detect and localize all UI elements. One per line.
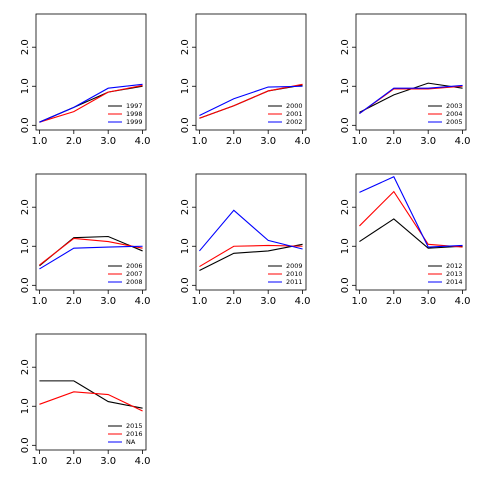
x-tick-label: 1.0 <box>31 456 47 467</box>
y-tick-label: 2.0 <box>20 199 31 215</box>
series-line <box>359 218 463 249</box>
x-tick-label: 3.0 <box>100 456 116 467</box>
plot-frame <box>195 13 307 131</box>
series-line <box>39 380 143 409</box>
x-tick-label: 4.0 <box>135 296 151 307</box>
plot-frame <box>195 173 307 291</box>
series-line <box>39 84 143 123</box>
plot-frame <box>355 173 467 291</box>
legend-label: 2004 <box>446 110 463 118</box>
y-tick-label: 2.0 <box>20 359 31 375</box>
x-tick-label: 4.0 <box>295 296 311 307</box>
legend-label: 2001 <box>286 110 303 118</box>
x-tick-label: 2.0 <box>226 136 242 147</box>
y-tick-label: 2.0 <box>180 199 191 215</box>
y-tick-label: 2.0 <box>20 39 31 55</box>
x-tick-label: 4.0 <box>455 296 471 307</box>
series-line <box>199 85 303 117</box>
legend-label: 2003 <box>446 102 463 110</box>
y-tick-label: 1.0 <box>20 398 31 414</box>
legend-label: 2013 <box>446 270 463 278</box>
x-tick-label: 2.0 <box>226 296 242 307</box>
legend-label: 2006 <box>126 262 143 270</box>
legend-label: NA <box>126 438 136 446</box>
legend-label: 2008 <box>126 278 143 286</box>
y-tick-label: 1.0 <box>180 238 191 254</box>
series-line <box>39 83 143 123</box>
series-line <box>359 84 463 115</box>
y-tick-label: 2.0 <box>340 199 351 215</box>
y-tick-label: 2.0 <box>340 39 351 55</box>
y-tick-label: 0.0 <box>340 277 351 293</box>
legend-label: 2014 <box>446 278 463 286</box>
y-tick-label: 0.0 <box>20 277 31 293</box>
x-tick-label: 1.0 <box>351 136 367 147</box>
y-tick-label: 1.0 <box>20 78 31 94</box>
x-tick-label: 3.0 <box>260 296 276 307</box>
y-tick-label: 0.0 <box>340 117 351 133</box>
x-tick-label: 2.0 <box>386 296 402 307</box>
series-line <box>199 83 303 119</box>
x-tick-label: 3.0 <box>420 136 436 147</box>
x-tick-label: 1.0 <box>191 136 207 147</box>
y-tick-label: 0.0 <box>20 117 31 133</box>
x-tick-label: 4.0 <box>295 136 311 147</box>
y-tick-label: 1.0 <box>180 78 191 94</box>
series-line <box>199 243 303 271</box>
legend-label: 2007 <box>126 270 143 278</box>
plot-frame <box>355 13 467 131</box>
y-tick-label: 0.0 <box>180 117 191 133</box>
series-line <box>359 190 463 248</box>
y-tick-label: 0.0 <box>180 277 191 293</box>
legend-label: 2010 <box>286 270 303 278</box>
x-tick-label: 2.0 <box>66 136 82 147</box>
legend-label: 2016 <box>126 430 143 438</box>
x-tick-label: 1.0 <box>351 296 367 307</box>
y-tick-label: 1.0 <box>340 238 351 254</box>
series-line <box>199 209 303 252</box>
x-tick-label: 4.0 <box>135 456 151 467</box>
y-tick-label: 1.0 <box>340 78 351 94</box>
x-tick-label: 1.0 <box>31 136 47 147</box>
x-tick-label: 1.0 <box>31 296 47 307</box>
legend-label: 2015 <box>126 422 143 430</box>
x-tick-label: 4.0 <box>135 136 151 147</box>
x-tick-label: 3.0 <box>260 136 276 147</box>
series-line <box>39 237 143 266</box>
x-tick-label: 3.0 <box>100 136 116 147</box>
x-tick-label: 2.0 <box>66 296 82 307</box>
legend-label: 2005 <box>446 118 463 126</box>
series-line <box>39 391 143 412</box>
y-tick-label: 0.0 <box>20 437 31 453</box>
y-tick-label: 1.0 <box>20 238 31 254</box>
x-tick-label: 2.0 <box>66 456 82 467</box>
legend-label: 1998 <box>126 110 143 118</box>
plot-frame <box>35 173 147 291</box>
legend-label: 2000 <box>286 102 303 110</box>
series-line <box>359 176 463 248</box>
legend-label: 2009 <box>286 262 303 270</box>
series-line <box>199 244 303 268</box>
x-tick-label: 4.0 <box>455 136 471 147</box>
plot-frame <box>35 13 147 131</box>
legend-label: 2011 <box>286 278 303 286</box>
series-line <box>39 245 143 270</box>
x-tick-label: 2.0 <box>386 136 402 147</box>
legend-label: 2002 <box>286 118 303 126</box>
x-tick-label: 3.0 <box>100 296 116 307</box>
plot-frame <box>35 333 147 451</box>
y-tick-label: 2.0 <box>180 39 191 55</box>
x-tick-label: 1.0 <box>191 296 207 307</box>
legend-label: 1999 <box>126 118 143 126</box>
x-tick-label: 3.0 <box>420 296 436 307</box>
legend-label: 1997 <box>126 102 143 110</box>
legend-label: 2012 <box>446 262 463 270</box>
